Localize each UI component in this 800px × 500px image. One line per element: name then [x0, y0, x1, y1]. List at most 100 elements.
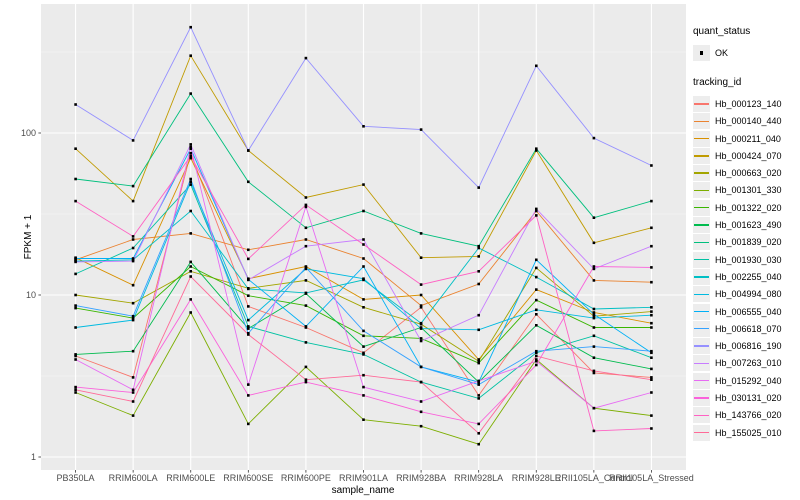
legend-entry-label: Hb_006816_190	[715, 341, 782, 352]
legend-entry-Hb_006816_190: Hb_006816_190	[693, 337, 799, 355]
data-point	[535, 214, 538, 217]
data-point	[247, 394, 250, 397]
data-point	[477, 246, 480, 250]
data-point	[477, 186, 480, 189]
legend-quant-status: quant_status OK	[693, 26, 799, 61]
data-point	[304, 291, 308, 295]
data-point	[131, 199, 135, 203]
data-point	[535, 351, 538, 355]
data-point	[419, 365, 423, 369]
line-key-icon	[693, 113, 710, 130]
data-point	[131, 349, 135, 353]
data-point	[362, 277, 365, 280]
data-point	[419, 232, 423, 235]
data-point	[189, 151, 192, 155]
point-key-icon	[693, 44, 710, 61]
line-key-icon	[693, 286, 710, 303]
data-point	[362, 209, 365, 213]
data-point	[592, 265, 596, 268]
line-key-icon	[693, 424, 710, 441]
y-tick-label: 1	[31, 452, 36, 462]
legend-entry-Hb_001930_030: Hb_001930_030	[693, 251, 799, 268]
data-point	[650, 266, 653, 269]
data-point	[247, 180, 250, 184]
data-point	[74, 260, 77, 264]
data-point	[419, 306, 423, 309]
legend-entry-Hb_006618_070: Hb_006618_070	[693, 320, 799, 337]
legend-tracking-id-title: tracking_id	[693, 77, 742, 89]
data-point	[592, 406, 596, 410]
data-point	[362, 298, 365, 301]
data-point	[131, 301, 135, 305]
line-key-icon	[693, 95, 710, 112]
data-point	[477, 255, 480, 258]
data-point	[535, 266, 538, 270]
data-point	[74, 388, 77, 392]
legend-entry-Hb_006555_040: Hb_006555_040	[693, 303, 799, 320]
legend-entry-label: Hb_001301_330	[715, 185, 782, 196]
data-point	[131, 184, 135, 188]
data-point	[362, 351, 365, 355]
legend-tracking-id: tracking_id Hb_000123_140 Hb_000140_440 Hb…	[693, 77, 799, 441]
legend-entry-Hb_001322_020: Hb_001322_020	[693, 199, 799, 216]
data-point	[304, 267, 308, 271]
legend-entry-label: Hb_030131_020	[715, 392, 782, 403]
data-point	[535, 149, 538, 152]
y-tick-label: 10	[26, 290, 36, 300]
data-point	[650, 391, 653, 394]
y-axis-title: FPKM + 1	[22, 214, 34, 260]
data-point	[419, 283, 423, 286]
x-tick-label: RRIM600SE	[223, 473, 273, 483]
x-tick-label: RRIM928LE	[512, 473, 561, 483]
legend-entry-label: Hb_001930_030	[715, 254, 782, 265]
data-point	[74, 353, 77, 356]
data-point	[477, 397, 480, 400]
legend-entry-Hb_030131_020: Hb_030131_020	[693, 389, 799, 406]
data-point	[535, 349, 538, 353]
data-point	[419, 293, 423, 297]
data-point	[362, 306, 365, 309]
data-point	[189, 209, 192, 213]
data-point	[592, 216, 596, 219]
legend-entry-label: Hb_007263_010	[715, 358, 782, 369]
data-point	[304, 203, 308, 207]
x-axis-title: sample_name	[331, 485, 395, 496]
data-point	[189, 232, 192, 235]
data-point	[535, 298, 538, 302]
data-point	[419, 424, 423, 428]
x-tick-label: RRIM600LA	[109, 473, 158, 483]
data-point	[131, 318, 135, 322]
data-point	[650, 351, 653, 355]
data-point	[419, 337, 423, 340]
x-tick-label: RRIM600PE	[281, 473, 331, 483]
line-key-icon	[693, 320, 710, 337]
data-point	[650, 306, 653, 309]
data-point	[362, 373, 365, 377]
data-point	[131, 316, 135, 320]
legend-entry-label: Hb_004994_080	[715, 289, 782, 300]
data-point	[592, 371, 596, 375]
data-point	[131, 259, 135, 263]
line-key-icon	[693, 199, 710, 216]
data-point	[419, 304, 423, 307]
x-axis: PB350LA RRIM600LA RRIM600LE RRIM600SE RRIM60…	[57, 470, 694, 483]
data-point	[535, 313, 538, 316]
data-point	[419, 321, 423, 325]
data-point	[477, 328, 480, 332]
data-point	[131, 235, 135, 238]
data-point	[247, 248, 250, 252]
data-point	[189, 270, 192, 273]
data-point	[304, 56, 308, 60]
legend-entry-label: Hb_001623_490	[715, 220, 782, 231]
data-point	[477, 244, 480, 248]
line-key-icon	[693, 355, 710, 372]
data-point	[74, 354, 77, 358]
data-point	[477, 422, 480, 426]
data-point	[362, 345, 365, 348]
data-point	[477, 282, 480, 286]
line-key-icon	[693, 372, 710, 389]
data-point	[74, 358, 77, 361]
legend-entry-Hb_000123_140: Hb_000123_140	[693, 95, 799, 112]
